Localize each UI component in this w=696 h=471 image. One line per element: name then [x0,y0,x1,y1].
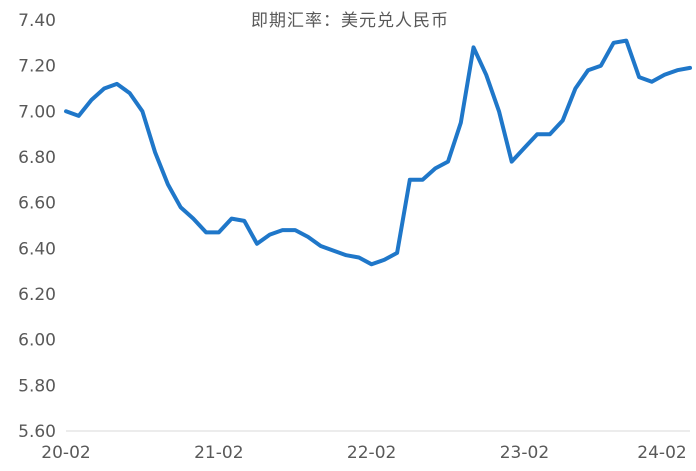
y-tick-label: 6.80 [18,148,56,168]
y-tick-label: 6.00 [18,331,56,351]
x-tick-label: 22-02 [347,443,396,463]
y-tick-label: 5.80 [18,376,56,396]
x-tick-label: 21-02 [194,443,243,463]
y-tick-label: 5.60 [18,422,56,442]
x-axis: 20-02 21-02 22-02 23-02 24-02 [41,443,686,463]
y-tick-label: 6.20 [18,285,56,305]
y-tick-label: 7.40 [18,11,56,31]
series-line [64,38,692,267]
y-tick-label: 7.00 [18,102,56,122]
x-tick-label: 23-02 [500,443,549,463]
y-tick-label: 7.20 [18,57,56,77]
y-tick-label: 6.40 [18,239,56,259]
y-tick-label: 6.60 [18,194,56,214]
x-tick-label: 24-02 [637,443,686,463]
y-axis: 5.60 5.80 6.00 6.20 6.40 6.60 6.80 7.00 7.20 7.40 [18,11,56,442]
chart-title: 即期汇率：美元兑人民币 [251,11,449,31]
x-tick-label: 20-02 [41,443,90,463]
